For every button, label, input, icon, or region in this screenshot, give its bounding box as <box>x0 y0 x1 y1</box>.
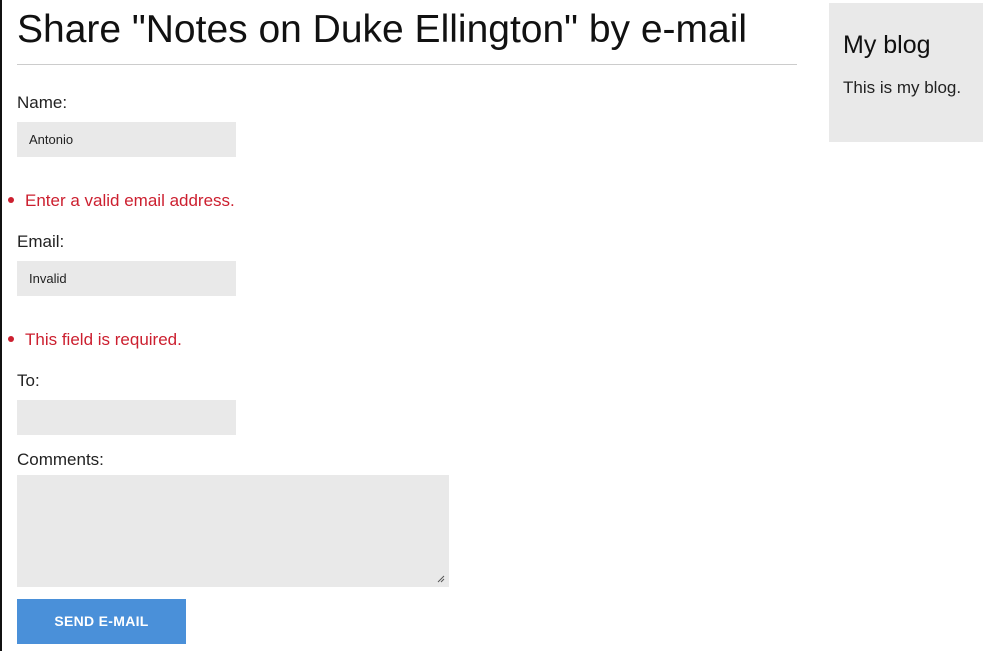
main-content: Share "Notes on Duke Ellington" by e-mai… <box>17 0 797 65</box>
resize-grip-icon[interactable] <box>437 575 445 583</box>
page-title: Share "Notes on Duke Ellington" by e-mai… <box>17 0 797 65</box>
to-error-text: This field is required. <box>25 330 182 349</box>
page-left-border <box>0 0 2 651</box>
to-error-message: This field is required. <box>8 330 182 350</box>
to-field[interactable] <box>17 400 236 435</box>
error-bullet-icon <box>8 196 14 203</box>
email-error-message: Enter a valid email address. <box>8 191 235 211</box>
comments-label: Comments: <box>17 450 104 469</box>
sidebar-description: This is my blog. <box>843 78 962 97</box>
name-field[interactable]: Antonio <box>17 122 236 157</box>
to-label: To: <box>17 371 40 390</box>
error-bullet-icon <box>8 335 14 342</box>
send-email-button[interactable]: SEND E-MAIL <box>17 599 186 644</box>
sidebar: My blog This is my blog. <box>829 3 983 142</box>
comments-textarea[interactable] <box>17 475 449 587</box>
email-label: Email: <box>17 232 65 251</box>
name-label: Name: <box>17 93 68 112</box>
sidebar-title: My blog <box>843 31 931 59</box>
email-error-text: Enter a valid email address. <box>25 191 235 210</box>
email-field[interactable]: Invalid <box>17 261 236 296</box>
